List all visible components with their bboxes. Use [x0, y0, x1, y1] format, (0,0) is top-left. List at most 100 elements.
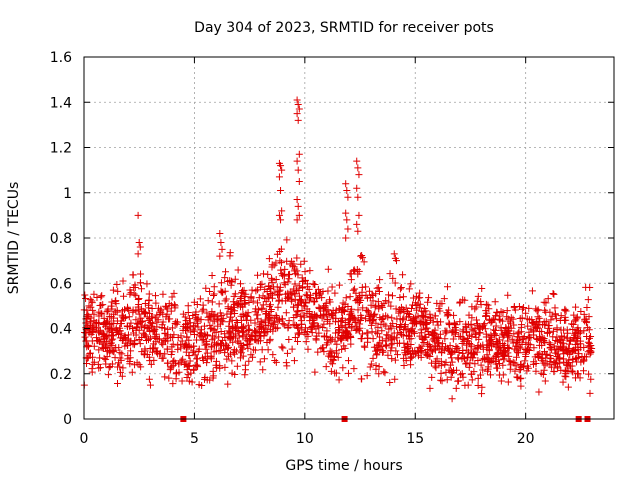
data-point [388, 314, 396, 322]
data-point [319, 344, 327, 352]
data-point [354, 306, 362, 314]
data-point [332, 329, 340, 337]
data-point [540, 335, 548, 343]
data-point [297, 320, 305, 328]
data-point [520, 333, 528, 341]
data-point [524, 322, 532, 330]
data-point [86, 317, 94, 325]
data-point [320, 320, 328, 328]
data-point [335, 376, 343, 384]
data-point [252, 287, 260, 295]
data-point [312, 335, 320, 343]
data-point [228, 369, 236, 377]
data-point [215, 333, 223, 341]
data-point [366, 363, 374, 371]
data-point [95, 319, 103, 327]
data-point [422, 307, 430, 315]
data-point [338, 306, 346, 314]
data-point [573, 313, 581, 321]
data-point [378, 303, 386, 311]
data-point [492, 353, 500, 361]
data-point [95, 346, 103, 354]
data-point [232, 347, 240, 355]
data-point [151, 314, 159, 322]
data-point [582, 283, 590, 291]
data-point [399, 293, 407, 301]
data-point [407, 327, 415, 335]
data-point [278, 343, 286, 351]
data-point [319, 323, 327, 331]
data-point [334, 353, 342, 361]
data-point [94, 360, 102, 368]
data-point [414, 300, 422, 308]
data-point [412, 292, 420, 300]
data-point [208, 298, 216, 306]
data-point [409, 316, 417, 324]
data-point [103, 331, 111, 339]
data-point [134, 250, 142, 258]
data-point [185, 342, 193, 350]
data-point [184, 302, 192, 310]
data-point [378, 327, 386, 335]
data-point [214, 322, 222, 330]
data-point [229, 324, 237, 332]
data-point [131, 281, 139, 289]
data-point [170, 289, 178, 297]
data-point [463, 359, 471, 367]
data-point [218, 245, 226, 253]
data-point [328, 283, 336, 291]
data-point [456, 299, 464, 307]
data-point [391, 279, 399, 287]
data-point [115, 331, 123, 339]
data-point [150, 356, 158, 364]
data-point [468, 303, 476, 311]
data-point [260, 355, 268, 363]
data-point [372, 362, 380, 370]
data-point [490, 326, 498, 334]
data-point [490, 331, 498, 339]
data-point [374, 323, 382, 331]
data-point [562, 368, 570, 376]
data-point [234, 266, 242, 274]
data-point [187, 328, 195, 336]
data-point [237, 354, 245, 362]
data-point [382, 297, 390, 305]
data-point [184, 320, 192, 328]
data-point [129, 271, 137, 279]
data-point [268, 294, 276, 302]
data-point [210, 341, 218, 349]
data-point [504, 315, 512, 323]
data-point [580, 343, 588, 351]
data-point [506, 365, 514, 373]
data-point [265, 255, 273, 263]
data-point [352, 289, 360, 297]
data-point [341, 319, 349, 327]
data-point [230, 292, 238, 300]
y-tick-label: 1 [63, 186, 72, 202]
data-point [167, 307, 175, 315]
data-point [331, 289, 339, 297]
data-point [146, 381, 154, 389]
data-point [290, 303, 298, 311]
data-point [426, 384, 434, 392]
data-point [121, 332, 129, 340]
data-point [481, 320, 489, 328]
data-point [185, 352, 193, 360]
data-point [462, 341, 470, 349]
data-point [569, 355, 577, 363]
data-point [587, 375, 595, 383]
data-point [482, 312, 490, 320]
data-point [323, 339, 331, 347]
data-point [458, 340, 466, 348]
data-point [459, 349, 467, 357]
data-point [285, 294, 293, 302]
axis-ticks: 0 0.2 0.4 0.6 0.8 1 1.2 1.4 1.6 0 5 10 15 20 [50, 50, 614, 447]
data-point [428, 373, 436, 381]
data-point [135, 361, 143, 369]
data-point [515, 333, 523, 341]
data-point [390, 250, 398, 258]
data-point [483, 353, 491, 361]
data-point [542, 354, 550, 362]
data-point [244, 344, 252, 352]
data-point [268, 320, 276, 328]
